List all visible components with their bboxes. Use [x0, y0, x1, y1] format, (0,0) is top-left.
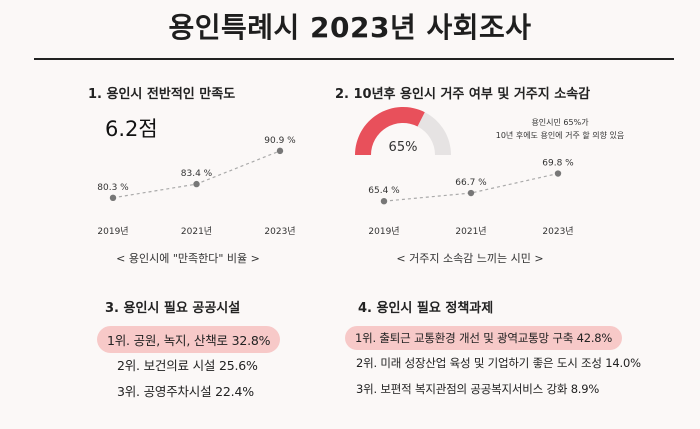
residence-intent-gauge: 65%	[355, 106, 451, 155]
satisfaction-year-label-1: 2021년	[181, 226, 212, 237]
belonging-point-1	[467, 189, 475, 197]
section1-title: 1. 용인시 전반적인 만족도	[88, 87, 236, 102]
belonging-value-label-1: 66.7 %	[455, 178, 487, 188]
belonging-year-label-2: 2023년	[542, 226, 573, 237]
belonging-year-label-1: 2021년	[455, 226, 486, 237]
gauge-value-slice	[355, 106, 425, 155]
belonging-year-label-0: 2019년	[368, 226, 399, 237]
residence-note-line1: 용인시민 65%가	[531, 118, 589, 127]
gauge-percent-label: 65%	[389, 140, 418, 155]
section2-title: 2. 10년후 용인시 거주 여부 및 거주지 소속감	[335, 87, 591, 102]
residence-note-line2: 10년 후에도 용인에 거주 할 의향 있음	[495, 131, 625, 140]
facility-rank-1: 1위. 공원, 녹지, 산책로 32.8%	[97, 326, 281, 353]
satisfaction-point-0	[109, 194, 117, 202]
satisfaction-year-label-2: 2023년	[264, 226, 295, 237]
policy-rank-3: 3위. 보편적 복지관점의 공공복지서비스 강화 8.9%	[356, 382, 600, 396]
section2-caption: < 거주지 소속감 느끼는 시민 >	[396, 252, 544, 265]
page-title: 용인특례시 2023년 사회조사	[168, 11, 532, 44]
satisfaction-value-label-2: 90.9 %	[264, 136, 296, 146]
satisfaction-point-1	[193, 180, 200, 188]
satisfaction-year-label-0: 2019년	[97, 226, 128, 237]
satisfaction-score: 6.2점	[105, 117, 158, 141]
satisfaction-value-label-1: 83.4 %	[181, 169, 213, 179]
policy-rank-1: 1위. 출퇴근 교통환경 개선 및 광역교통망 구축 42.8%	[345, 326, 623, 350]
policy-rank-2: 2위. 미래 성장산업 육성 및 기업하기 좋은 도시 조성 14.0%	[356, 356, 641, 370]
belonging-value-label-2: 69.8 %	[542, 159, 574, 169]
satisfaction-point-2	[276, 147, 284, 155]
facility-rank-2: 2위. 보건의료 시설 25.6%	[117, 358, 258, 373]
belonging-series-line	[383, 172, 559, 202]
gauge-remaining-slice	[417, 112, 451, 155]
section1-caption: < 용인시에 "만족한다" 비율 >	[116, 252, 260, 265]
belonging-point-0	[380, 198, 388, 205]
section3-title: 3. 용인시 필요 공공시설	[105, 301, 241, 316]
facility-rank-3: 3위. 공영주차시설 22.4%	[117, 384, 254, 399]
residence-note: 용인시민 65%가 10년 후에도 용인에 거주 할 의향 있음	[462, 116, 658, 142]
belonging-line-chart: 65.4 % 2019년 66.7 % 2021년 69.8 % 2023년	[368, 159, 574, 237]
title-divider	[34, 58, 674, 60]
belonging-point-2	[554, 170, 562, 177]
belonging-value-label-0: 65.4 %	[368, 186, 400, 196]
section4-title: 4. 용인시 필요 정책과제	[358, 301, 494, 316]
satisfaction-line-chart: 80.3 % 2019년 83.4 % 2021년 90.9 % 2023년	[97, 136, 296, 237]
satisfaction-value-label-0: 80.3 %	[97, 183, 129, 193]
